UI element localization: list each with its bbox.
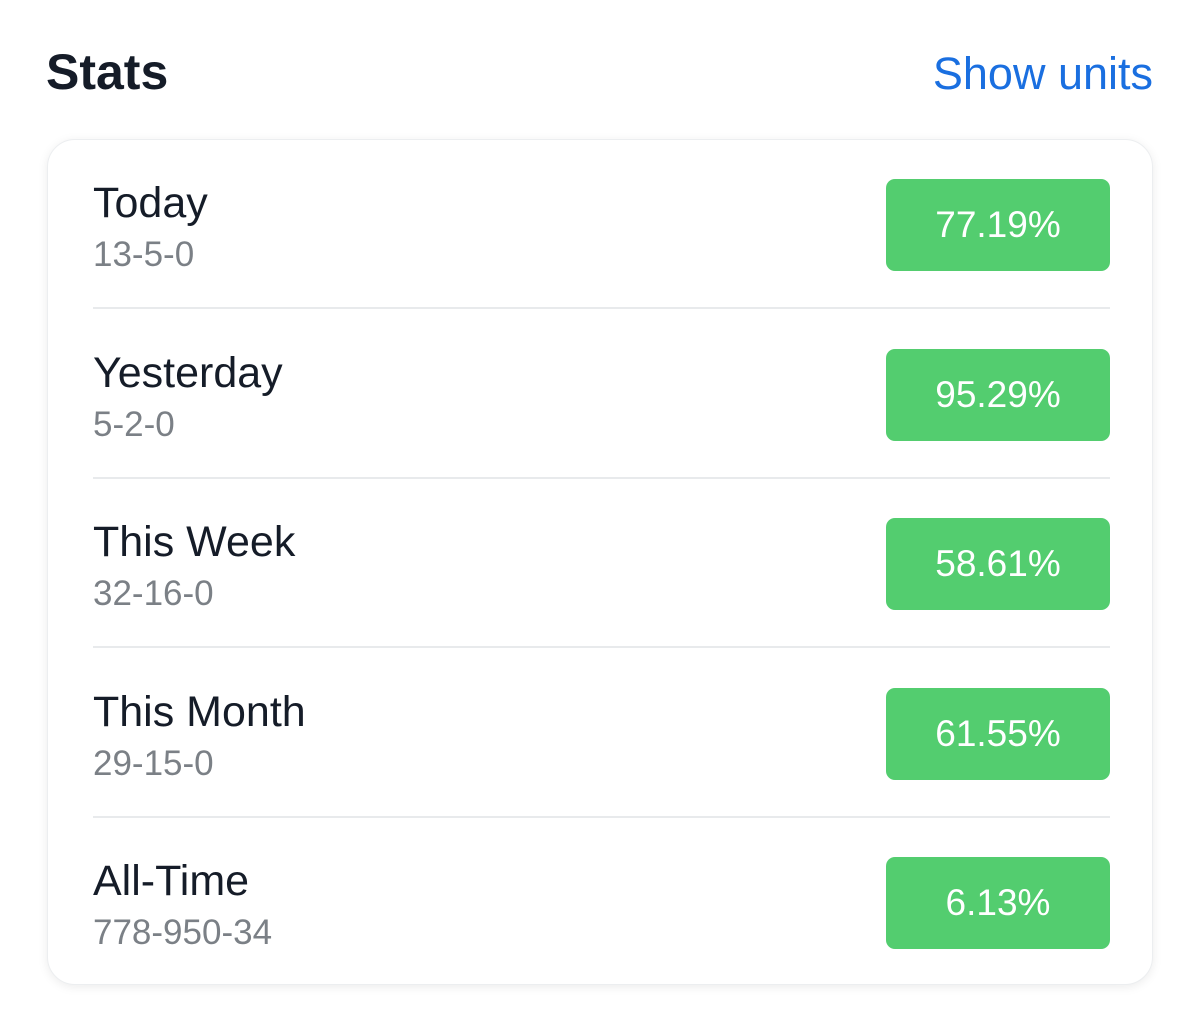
- row-record: 778-950-34: [93, 913, 273, 952]
- stat-row: All-Time 778-950-34 6.13%: [48, 818, 1154, 987]
- stat-row: Today 13-5-0 77.19%: [48, 140, 1154, 309]
- percent-badge: 58.61%: [886, 518, 1110, 610]
- row-divider: [93, 476, 1110, 479]
- stat-row: Yesterday 5-2-0 95.29%: [48, 310, 1154, 479]
- section-title: Stats: [46, 44, 169, 100]
- stat-row: This Week 32-16-0 58.61%: [48, 479, 1154, 648]
- row-label: This Week: [93, 518, 296, 566]
- percent-badge: 6.13%: [886, 857, 1110, 949]
- stat-row: This Month 29-15-0 61.55%: [48, 649, 1154, 818]
- row-record: 5-2-0: [93, 404, 175, 444]
- show-units-link[interactable]: Show units: [932, 48, 1153, 99]
- percent-badge: 61.55%: [886, 687, 1110, 780]
- row-record: 32-16-0: [93, 574, 214, 613]
- row-divider: [93, 307, 1110, 309]
- percent-badge: 95.29%: [886, 348, 1110, 441]
- row-label: Today: [93, 179, 208, 227]
- row-label: All-Time: [93, 857, 250, 905]
- row-divider: [93, 815, 1110, 818]
- row-record: 29-15-0: [93, 743, 214, 783]
- row-record: 13-5-0: [93, 235, 195, 274]
- row-divider: [93, 646, 1110, 648]
- percent-badge: 77.19%: [886, 179, 1110, 271]
- row-label: This Month: [93, 687, 306, 736]
- stats-card: Today 13-5-0 77.19% Yesterday 5-2-0 95.29% Thi…: [47, 139, 1153, 985]
- row-label: Yesterday: [93, 348, 283, 397]
